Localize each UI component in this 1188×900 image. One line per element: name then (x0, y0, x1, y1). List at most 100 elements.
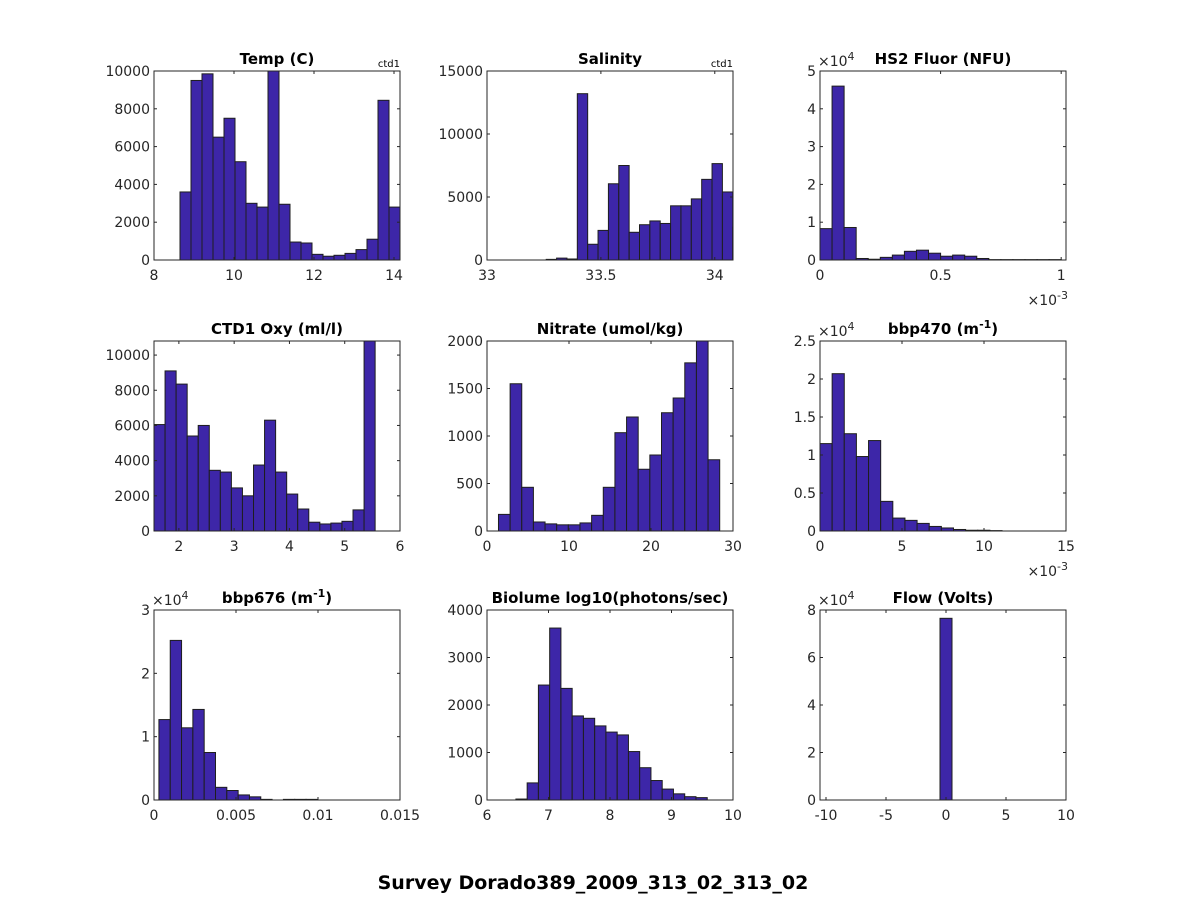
axes-frame (153, 609, 401, 801)
histogram-bar (388, 206, 401, 261)
histogram-bar (711, 163, 723, 261)
histogram-bar (158, 719, 171, 801)
histogram-bar (915, 249, 930, 261)
bars (939, 617, 953, 801)
histogram-bar (843, 433, 857, 532)
histogram-bar (549, 627, 562, 801)
x-tick-label: 0.015 (380, 808, 420, 824)
histogram-bar (605, 731, 618, 801)
histogram-bar (164, 370, 177, 532)
histogram-bar (576, 93, 589, 261)
title-superscript: -1 (979, 318, 991, 331)
y-tick-label: 1000 (447, 429, 483, 445)
x-tick-label: 20 (642, 539, 660, 555)
panel-title: Biolume log10(photons/sec) (492, 589, 729, 607)
histogram-bar (904, 519, 918, 532)
y-exponent-value: 4 (848, 589, 855, 602)
histogram-bar (190, 79, 203, 261)
x-tick-label: 8 (150, 268, 159, 284)
x-tick-label: 8 (606, 808, 615, 824)
histogram-bar (650, 780, 663, 801)
histogram-bar (567, 524, 581, 532)
histogram-bar (819, 443, 833, 532)
histogram-bar (256, 206, 269, 261)
histogram-bar (556, 524, 569, 532)
figure-suptitle: Survey Dorado389_2009_313_02_313_02 (378, 872, 809, 894)
y-tick-label: 10000 (105, 348, 150, 364)
x-tick-label: 12 (305, 268, 323, 284)
x-tick-label: -5 (879, 808, 893, 824)
histogram-bar (928, 252, 942, 261)
x-tick-label: 7 (544, 808, 553, 824)
corner-label: ctd1 (711, 59, 733, 70)
panel-title: Salinity (578, 50, 642, 68)
histogram-bar (855, 456, 870, 532)
panel-title: HS2 Fluor (NFU) (875, 50, 1012, 68)
histogram-bar (223, 117, 236, 261)
y-tick-label: 0 (807, 793, 816, 809)
histogram-bar (322, 255, 335, 261)
histogram-bar (607, 183, 620, 261)
y-tick-label: 5000 (447, 190, 483, 206)
histogram-bar (639, 224, 651, 261)
histogram-bar (308, 521, 321, 532)
histogram-bar (928, 525, 942, 532)
y-tick-label: 8000 (114, 102, 150, 118)
histogram-bar (203, 752, 216, 801)
y-exponent-label: ×104 (818, 50, 855, 71)
y-tick-label: 1000 (447, 746, 483, 762)
x-tick-label: 30 (724, 539, 742, 555)
histogram-bar (940, 255, 954, 261)
y-tick-label: 1.5 (794, 410, 816, 426)
x-tick-label: 3 (230, 539, 239, 555)
axes-frame (153, 70, 401, 261)
histogram-panel-7: 0 0.005 0.01 0.015 0 1 2 3 bbp676 (m-1) ×104 (141, 587, 420, 825)
histogram-bar (544, 523, 558, 532)
histogram-bar (175, 383, 188, 532)
x-tick-label: 10 (225, 268, 243, 284)
histogram-bar (275, 471, 288, 532)
histogram-bar (831, 373, 845, 532)
y-tick-label: 4 (807, 102, 816, 118)
histogram-bar (628, 231, 640, 261)
axes-background (820, 71, 1066, 260)
x-tick-label: 0 (816, 539, 825, 555)
y-tick-label: 4 (807, 698, 816, 714)
histogram-bar (721, 191, 734, 261)
y-tick-label: 500 (456, 477, 483, 493)
histogram-bar (497, 513, 511, 532)
histogram-bar (587, 243, 599, 261)
histogram-bar (880, 500, 894, 532)
histogram-bar (591, 514, 604, 532)
y-tick-label: 4000 (114, 454, 150, 470)
axes-frame (153, 340, 401, 532)
histogram-bar (219, 471, 232, 532)
x-tick-label: 5 (340, 539, 349, 555)
histogram-bar (532, 521, 546, 532)
histogram-panel-5: 0 10 20 30 0 500 1000 1500 2000 Nitrate (umol/kg) (447, 320, 742, 555)
y-tick-label: 6000 (114, 418, 150, 434)
y-exponent-label: ×104 (818, 320, 855, 341)
x-tick-label: 14 (385, 268, 403, 284)
axes-frame (819, 70, 1067, 261)
y-tick-label: 8 (807, 603, 816, 619)
panel-title: CTD1 Oxy (ml/l) (211, 320, 343, 338)
x-tick-label: 10 (975, 539, 993, 555)
histogram-bar (234, 161, 247, 261)
x-tick-label: 4 (285, 539, 294, 555)
histogram-bar (363, 340, 376, 532)
y-tick-label: 10000 (105, 64, 150, 80)
histogram-bar (333, 254, 346, 261)
x-tick-label: 10 (1057, 808, 1075, 824)
histogram-bar (626, 416, 639, 532)
y-tick-label: 0 (141, 793, 150, 809)
y-tick-label: 0 (141, 253, 150, 269)
histogram-bar (355, 249, 368, 261)
histogram-bar (289, 241, 302, 261)
panel-title: bbp676 (m-1) (222, 587, 332, 608)
y-tick-label: 6000 (114, 140, 150, 156)
histogram-bar (267, 70, 280, 261)
y-exponent-label: ×104 (818, 589, 855, 610)
